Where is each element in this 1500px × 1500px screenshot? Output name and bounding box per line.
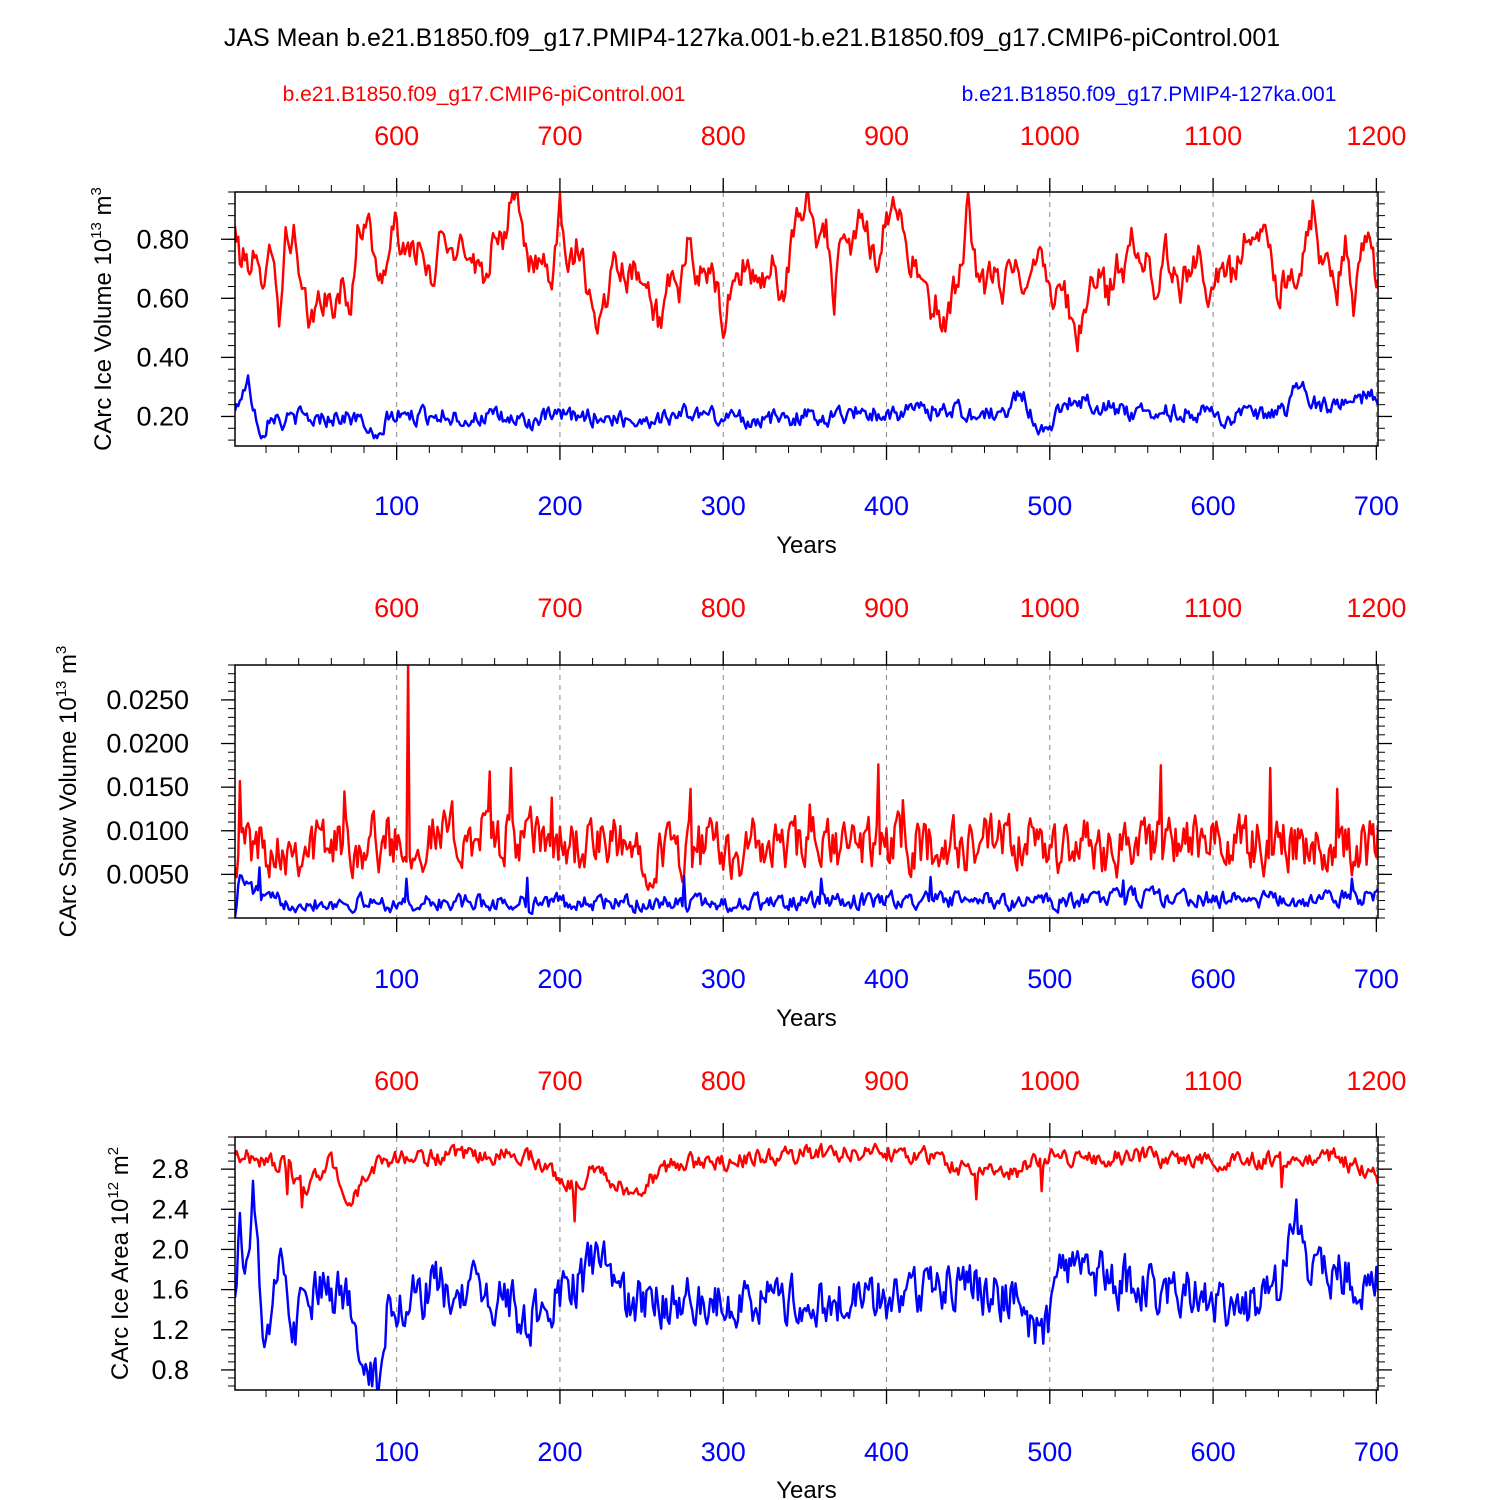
x-axis-label: Years <box>776 532 837 559</box>
y-tick-label: 0.0200 <box>106 729 189 759</box>
y-tick-label: 2.8 <box>151 1154 189 1184</box>
x-tick-label-bottom: 500 <box>1027 1437 1072 1467</box>
y-tick-label: 0.0250 <box>106 685 189 715</box>
x-tick-label-bottom: 700 <box>1354 1437 1399 1467</box>
x-tick-label-top: 700 <box>537 1066 582 1096</box>
y-axis-label: CArc Ice Volume 1013 m3 <box>88 187 117 451</box>
y-label-unit: m <box>107 1155 134 1182</box>
figure-title: JAS Mean b.e21.B1850.f09_g17.PMIP4-127ka… <box>224 24 1280 52</box>
x-tick-label-bottom: 600 <box>1191 491 1236 521</box>
x-tick-label-bottom: 600 <box>1191 964 1236 994</box>
y-tick-label: 2.4 <box>151 1194 189 1224</box>
y-axis-label: CArc Snow Volume 1013 m3 <box>53 646 82 938</box>
x-tick-label-top: 600 <box>374 121 419 151</box>
plot-frame <box>234 1136 1379 1391</box>
chart-panel-ice-area: 0.8 1.2 1.6 2.0 2.4 2.8 100 200 300 400 500 600 700 6… <box>105 1066 1406 1500</box>
x-tick-label-top: 800 <box>701 1066 746 1096</box>
y-axis-label: CArc Ice Area 1012 m2 <box>105 1147 134 1380</box>
x-tick-label-top: 1000 <box>1020 121 1080 151</box>
series-line-paleo <box>235 1179 1378 1390</box>
x-tick-label-top: 700 <box>537 593 582 623</box>
series-line-paleo <box>235 374 1378 440</box>
x-tick-label-top: 800 <box>701 593 746 623</box>
series-line-control <box>235 1142 1378 1223</box>
y-tick-label: 0.0050 <box>106 859 189 889</box>
x-tick-label-bottom: 100 <box>374 1437 419 1467</box>
x-tick-label-bottom: 600 <box>1191 1437 1236 1467</box>
y-tick-label: 0.60 <box>136 283 189 313</box>
x-tick-label-bottom: 700 <box>1354 491 1399 521</box>
x-tick-label-top: 900 <box>864 121 909 151</box>
y-tick-label: 0.40 <box>136 342 189 372</box>
x-tick-label-top: 1000 <box>1020 593 1080 623</box>
x-tick-label-bottom: 300 <box>701 1437 746 1467</box>
y-tick-label: 0.8 <box>151 1355 189 1385</box>
x-tick-label-top: 900 <box>864 593 909 623</box>
series-line-control <box>235 665 1378 891</box>
y-label-unit: m <box>90 195 117 222</box>
x-tick-label-bottom: 700 <box>1354 964 1399 994</box>
x-tick-label-top: 600 <box>374 1066 419 1096</box>
x-tick-label-bottom: 500 <box>1027 491 1072 521</box>
x-tick-label-top: 1100 <box>1184 121 1242 151</box>
y-label-unit-exponent: 3 <box>53 646 70 654</box>
x-tick-label-top: 1100 <box>1184 593 1242 623</box>
series-line-control <box>235 192 1378 353</box>
x-tick-label-bottom: 300 <box>701 491 746 521</box>
x-tick-label-top: 1000 <box>1020 1066 1080 1096</box>
y-tick-label: 0.0100 <box>106 816 189 846</box>
y-label-exponent: 13 <box>88 222 105 239</box>
y-label-text: CArc Snow Volume 10 <box>55 697 82 937</box>
x-tick-label-bottom: 200 <box>537 491 582 521</box>
y-label-exponent: 13 <box>53 681 70 698</box>
y-tick-label: 0.0150 <box>106 772 189 802</box>
x-tick-label-bottom: 400 <box>864 491 909 521</box>
plot-frame <box>234 664 1379 919</box>
x-tick-label-top: 900 <box>864 1066 909 1096</box>
legend-control: b.e21.B1850.f09_g17.CMIP6-piControl.001 <box>283 83 686 106</box>
x-tick-label-bottom: 200 <box>537 1437 582 1467</box>
x-tick-label-bottom: 500 <box>1027 964 1072 994</box>
x-axis-label: Years <box>776 1477 837 1500</box>
chart-panel-snow-volume: 0.0050 0.0100 0.0150 0.0200 0.0250 100 200 300 4… <box>53 593 1406 1032</box>
y-tick-label: 2.0 <box>151 1234 189 1264</box>
x-tick-label-top: 1200 <box>1346 121 1406 151</box>
y-label-unit-exponent: 3 <box>88 187 105 195</box>
y-label-unit-exponent: 2 <box>105 1147 122 1155</box>
y-label-text: CArc Ice Area 10 <box>107 1199 134 1380</box>
chart-panel-ice-volume: 0.20 0.40 0.60 0.80 100 200 300 400 500 600 700 600… <box>88 121 1406 559</box>
y-tick-label: 1.2 <box>151 1315 189 1345</box>
x-tick-label-bottom: 200 <box>537 964 582 994</box>
x-tick-label-bottom: 100 <box>374 491 419 521</box>
x-tick-label-top: 700 <box>537 121 582 151</box>
x-tick-label-bottom: 300 <box>701 964 746 994</box>
x-tick-label-top: 1200 <box>1346 1066 1406 1096</box>
y-label-text: CArc Ice Volume 10 <box>90 239 117 451</box>
x-tick-label-bottom: 400 <box>864 1437 909 1467</box>
plot-frame <box>234 191 1379 447</box>
x-axis-label: Years <box>776 1005 837 1032</box>
x-tick-label-bottom: 400 <box>864 964 909 994</box>
chart-panels: 0.20 0.40 0.60 0.80 100 200 300 400 500 600 700 600… <box>53 121 1406 1500</box>
x-tick-label-top: 1100 <box>1184 1066 1242 1096</box>
y-tick-label: 1.6 <box>151 1275 189 1305</box>
y-label-unit: m <box>55 654 82 681</box>
x-tick-label-bottom: 100 <box>374 964 419 994</box>
x-tick-label-top: 800 <box>701 121 746 151</box>
x-tick-label-top: 600 <box>374 593 419 623</box>
series-line-paleo <box>235 866 1378 918</box>
y-label-exponent: 12 <box>105 1182 122 1199</box>
x-tick-label-top: 1200 <box>1346 593 1406 623</box>
y-tick-label: 0.80 <box>136 224 189 254</box>
y-tick-label: 0.20 <box>136 401 189 431</box>
legend-paleo: b.e21.B1850.f09_g17.PMIP4-127ka.001 <box>962 83 1337 106</box>
